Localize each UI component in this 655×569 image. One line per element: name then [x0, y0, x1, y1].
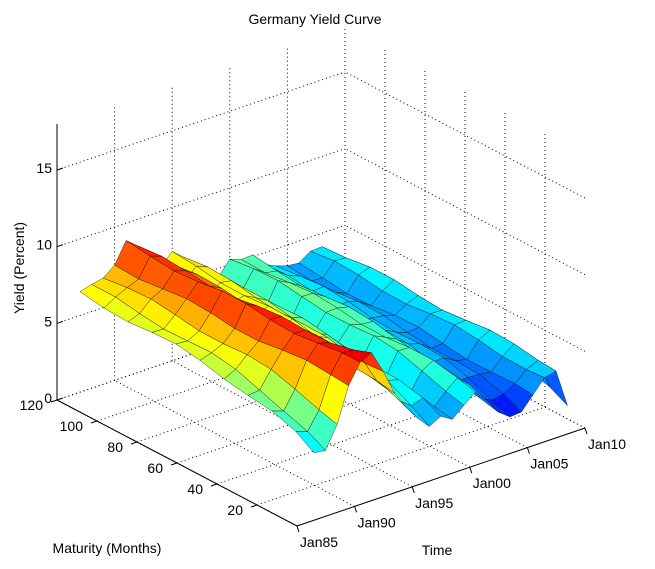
maturity-tick-label: 60 — [147, 460, 163, 476]
maturity-tick-mark — [210, 483, 218, 487]
time-tick-label: Jan90 — [358, 514, 396, 530]
grid-line-yield-side — [344, 71, 586, 199]
time-tick-mark — [411, 486, 415, 493]
maturity-tick-label: 40 — [187, 481, 203, 497]
time-tick-mark — [526, 447, 530, 454]
time-tick-mark — [354, 506, 358, 513]
maturity-tick-label: 120 — [20, 397, 44, 413]
time-tick-label: Jan85 — [300, 534, 338, 550]
maturity-tick-label: 80 — [107, 439, 123, 455]
x-axis-label: Time — [422, 542, 453, 558]
time-tick-mark — [469, 467, 473, 474]
yield-tick-mark — [56, 167, 64, 171]
yield-tick-mark — [56, 244, 64, 248]
maturity-tick-mark — [250, 504, 258, 508]
maturity-tick-mark — [170, 462, 178, 466]
tick-labels: Jan85 Jan90 Jan95 Jan00 Jan05 Jan10 20 40 60 80 10… — [20, 160, 627, 550]
yield-surface — [79, 240, 568, 454]
z-axis-label: Yield (Percent) — [11, 222, 27, 314]
yield-tick-label: 10 — [36, 237, 52, 253]
grid-line-yield-side — [344, 148, 586, 276]
maturity-tick-mark — [90, 420, 98, 424]
maturity-tick-label: 20 — [227, 502, 243, 518]
time-tick-label: Jan10 — [588, 436, 626, 452]
maturity-tick-mark — [50, 399, 58, 403]
yield-tick-mark — [56, 320, 64, 324]
time-tick-label: Jan00 — [473, 475, 511, 491]
grid-line-yield-back — [56, 148, 346, 248]
time-axis-line — [296, 427, 586, 527]
yield-tick-label: 15 — [36, 160, 52, 176]
yield-tick-label: 5 — [44, 313, 52, 329]
y-axis-label: Maturity (Months) — [53, 540, 162, 556]
maturity-tick-mark — [130, 441, 138, 445]
time-tick-label: Jan05 — [530, 456, 568, 472]
grid-line-maturity-floor — [256, 406, 546, 506]
time-tick-mark — [296, 525, 300, 533]
yield-tick-label: 0 — [44, 390, 52, 406]
surface-facet — [295, 431, 327, 454]
grid-line-maturity-floor — [216, 385, 506, 485]
chart-title: Germany Yield Curve — [248, 11, 381, 27]
yield-tick-mark — [56, 397, 64, 401]
maturity-tick-label: 100 — [60, 418, 84, 434]
grid-line-yield-back — [56, 71, 346, 171]
time-tick-mark — [584, 427, 588, 435]
time-tick-label: Jan95 — [415, 495, 453, 511]
